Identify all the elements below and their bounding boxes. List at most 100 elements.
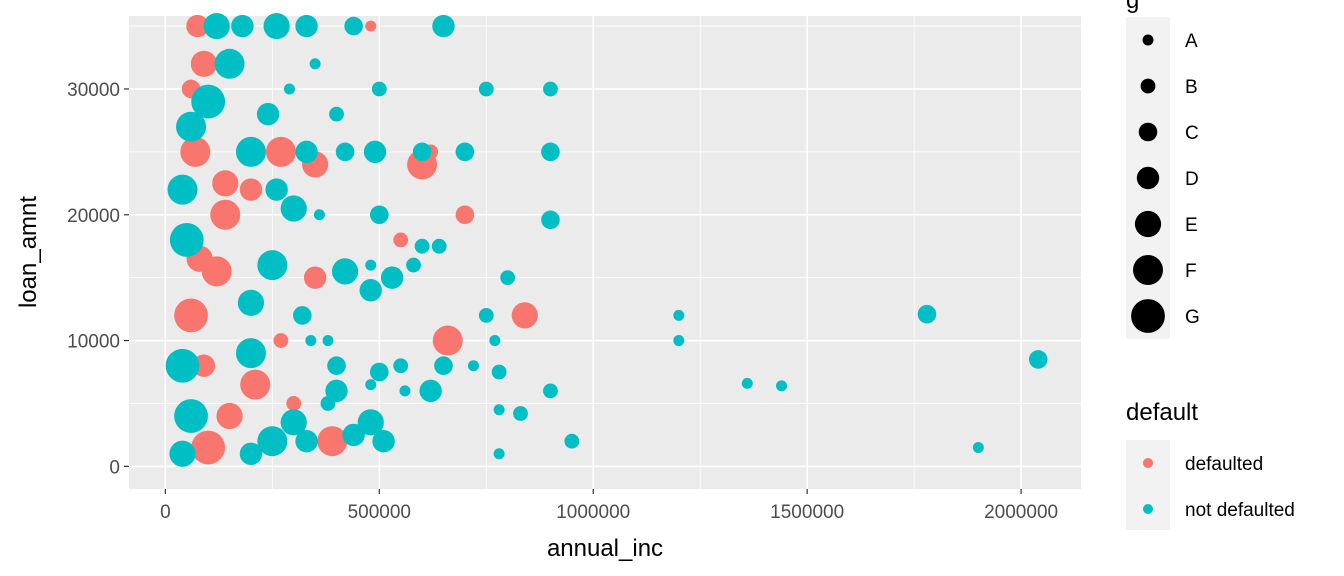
data-point: [513, 406, 528, 421]
data-points: [165, 12, 1048, 467]
data-point: [511, 302, 538, 329]
data-point: [295, 14, 318, 38]
color-legend-title: default: [1126, 399, 1198, 426]
y-axis-ticks: 0 10000 20000 30000: [67, 80, 129, 478]
data-point: [399, 385, 411, 397]
data-point: [265, 178, 288, 201]
y-tick-label: 30000: [67, 80, 120, 101]
panel-background: [129, 16, 1081, 489]
data-point: [673, 335, 685, 347]
data-point: [489, 335, 501, 347]
data-point: [309, 58, 321, 70]
x-tick-label: 2000000: [984, 502, 1058, 523]
data-point: [371, 81, 387, 97]
data-point: [165, 348, 200, 383]
data-point: [455, 142, 475, 162]
size-legend-key: [1142, 34, 1154, 46]
data-point: [331, 258, 359, 285]
data-point: [372, 429, 395, 453]
data-point: [455, 205, 475, 225]
data-point: [313, 209, 325, 221]
x-axis-title: annual_inc: [547, 535, 663, 562]
y-tick-label: 0: [109, 457, 120, 478]
data-point: [365, 259, 377, 271]
data-point: [265, 136, 296, 167]
data-point: [283, 83, 295, 95]
data-point: [500, 270, 516, 286]
data-point: [493, 448, 505, 460]
data-point: [239, 442, 263, 465]
data-point: [239, 178, 263, 201]
data-point: [414, 238, 430, 254]
data-point: [257, 426, 288, 457]
data-point: [273, 333, 289, 348]
data-point: [180, 136, 211, 167]
data-point: [543, 383, 558, 399]
data-point: [216, 402, 243, 430]
size-legend-label: F: [1185, 261, 1197, 282]
size-legend-key: [1133, 255, 1163, 285]
data-point: [240, 369, 271, 400]
data-point: [478, 81, 494, 97]
color-legend: defaulted not defaulted: [1126, 440, 1295, 530]
x-axis-ticks: 0 500000 1000000 1500000 2000000: [160, 489, 1058, 523]
data-point: [357, 409, 384, 436]
size-legend-key: [1138, 122, 1158, 142]
x-tick-label: 1500000: [770, 502, 844, 523]
color-legend-label: not defaulted: [1185, 500, 1295, 521]
data-point: [286, 396, 302, 411]
data-point: [235, 136, 266, 167]
data-point: [167, 174, 198, 205]
data-point: [393, 358, 409, 374]
data-point: [320, 396, 336, 411]
data-point: [491, 364, 507, 380]
size-legend-key: [1136, 166, 1160, 190]
data-point: [190, 50, 217, 77]
data-point: [370, 362, 389, 382]
data-point: [305, 335, 317, 347]
data-point: [741, 377, 753, 389]
data-point: [212, 170, 239, 197]
size-legend: A B C D E F G: [1126, 17, 1200, 339]
data-point: [434, 356, 453, 376]
x-tick-label: 1000000: [556, 502, 630, 523]
data-point: [412, 142, 432, 162]
data-point: [917, 304, 937, 324]
data-point: [564, 433, 580, 449]
size-legend-label: C: [1185, 123, 1199, 144]
y-axis-title: loan_amnt: [15, 196, 42, 308]
data-point: [257, 250, 288, 281]
data-point: [295, 140, 318, 164]
data-point: [235, 338, 266, 369]
data-point: [543, 81, 558, 97]
data-point: [292, 306, 312, 325]
data-point: [342, 423, 365, 447]
data-point: [365, 379, 377, 391]
size-legend-key: [1140, 78, 1156, 94]
data-point: [493, 404, 505, 416]
data-point: [231, 14, 254, 38]
data-point: [191, 84, 226, 119]
data-point: [186, 14, 209, 38]
x-tick-label: 0: [160, 502, 171, 523]
data-point: [344, 16, 363, 36]
color-legend-key-background: [1126, 440, 1170, 530]
color-legend-label: defaulted: [1185, 454, 1263, 475]
data-point: [214, 48, 245, 79]
data-point: [210, 199, 241, 230]
color-legend-key: [1143, 504, 1153, 514]
data-point: [380, 266, 404, 289]
color-legend-key: [1143, 458, 1153, 468]
data-point: [359, 279, 382, 302]
size-legend-key: [1131, 299, 1165, 333]
data-point: [303, 266, 327, 289]
data-point: [478, 307, 494, 323]
data-point: [329, 106, 344, 122]
data-point: [237, 289, 265, 316]
data-point: [317, 426, 348, 457]
data-point: [174, 399, 208, 433]
data-point: [370, 205, 389, 225]
size-legend-key: [1134, 210, 1162, 238]
x-tick-label: 500000: [348, 502, 411, 523]
